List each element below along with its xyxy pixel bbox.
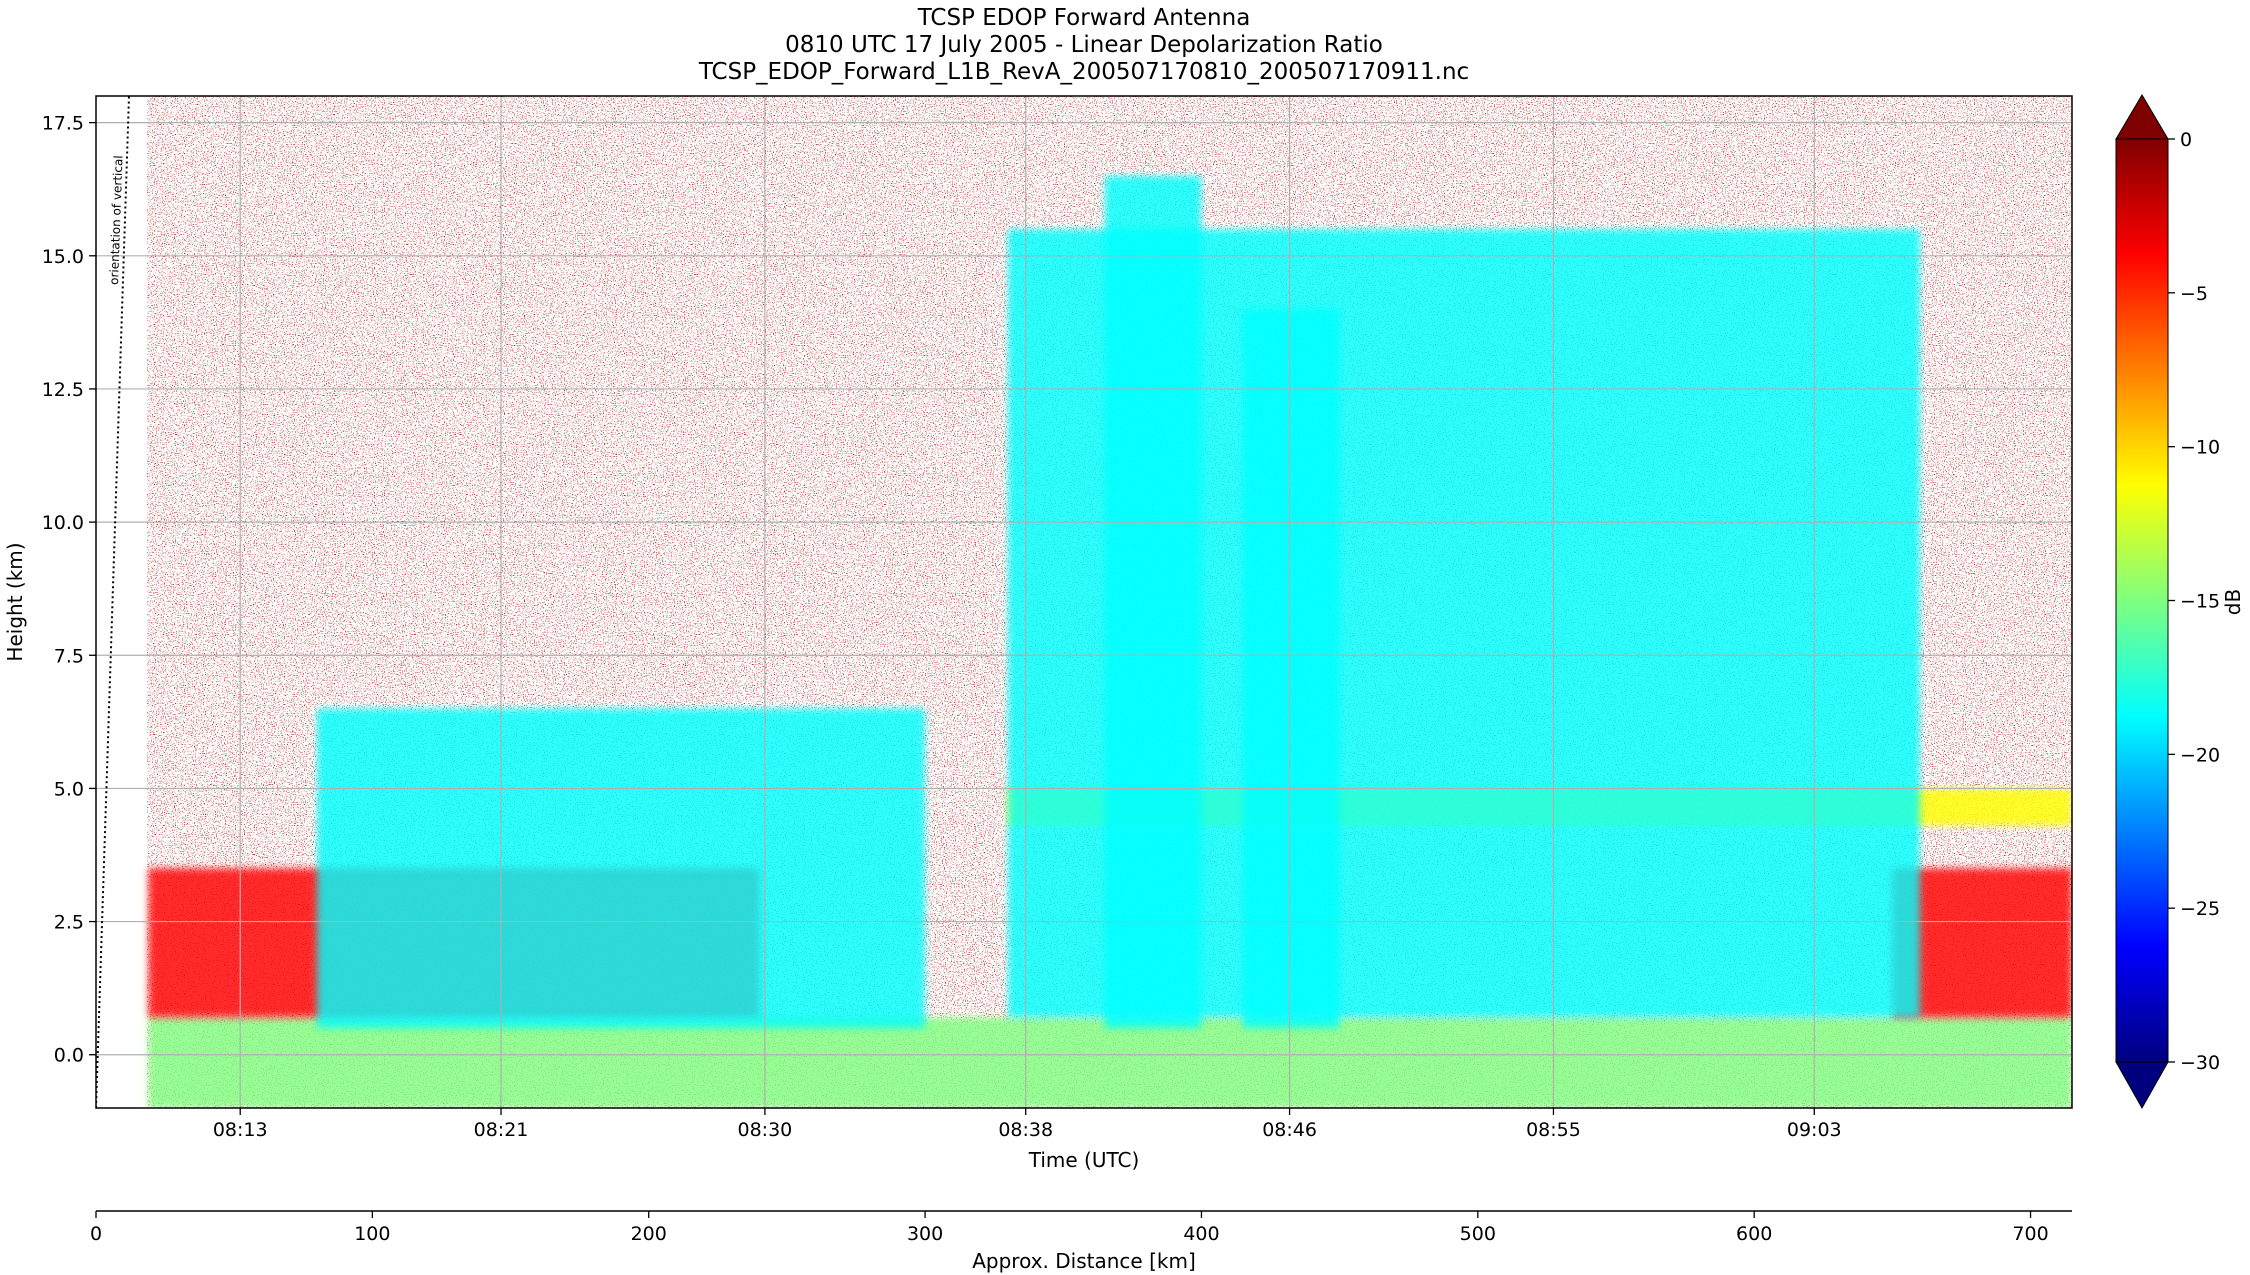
colorbar-label: dB [2221, 589, 2245, 615]
distance-axis-label: Approx. Distance [km] [972, 1249, 1196, 1273]
distance-tick-label: 100 [354, 1223, 390, 1245]
colorbar-tick-label: −10 [2180, 437, 2220, 459]
y-tick-label: 2.5 [54, 912, 84, 934]
colorbar-extend-min [2115, 1061, 2169, 1110]
orientation-of-vertical-line [96, 96, 130, 1108]
grid-lines [96, 96, 2072, 1108]
distance-tick-label: 400 [1183, 1223, 1219, 1245]
heatmap-area [96, 96, 2072, 1108]
x-tick-label: 08:38 [998, 1119, 1053, 1141]
x-axis-label: Time (UTC) [1028, 1148, 1140, 1172]
y-axis-ticks: 0.0 2.5 5.0 7.5 10.0 12.5 15.0 17.5 [42, 113, 96, 1067]
x-tick-label: 08:13 [213, 1119, 268, 1141]
distance-tick-label: 300 [907, 1223, 943, 1245]
x-tick-label: 08:30 [738, 1119, 793, 1141]
colorbar: 0 −5 −10 −15 −20 −25 −30 dB [2115, 94, 2245, 1110]
x-tick-label: 08:46 [1262, 1119, 1317, 1141]
chart-title: TCSP EDOP Forward Antenna 0810 UTC 17 Ju… [698, 5, 1469, 85]
colorbar-tick-label: −5 [2180, 283, 2208, 305]
y-axis-label: Height (km) [3, 542, 27, 661]
distance-tick-label: 0 [90, 1223, 102, 1245]
x-tick-label: 08:21 [474, 1119, 529, 1141]
colorbar-tick-label: −25 [2180, 898, 2220, 920]
x-tick-label: 08:55 [1526, 1119, 1581, 1141]
title-line-3: TCSP_EDOP_Forward_L1B_RevA_200507170810_… [698, 59, 1469, 85]
y-tick-label: 15.0 [42, 246, 84, 268]
echo-shallow-convection [317, 708, 926, 1029]
colorbar-extend-max [2115, 94, 2169, 140]
y-tick-label: 12.5 [42, 379, 84, 401]
colorbar-tick-label: −20 [2180, 744, 2220, 766]
radar-echo-features [148, 175, 2072, 1108]
colorbar-tick-label: −15 [2180, 591, 2220, 613]
plot-frame [95, 95, 2073, 1109]
title-line-1: TCSP EDOP Forward Antenna [917, 5, 1251, 31]
y-tick-label: 17.5 [42, 113, 84, 135]
x-tick-label: 09:03 [1787, 1119, 1842, 1141]
colorbar-tick-label: 0 [2180, 129, 2192, 151]
orientation-of-vertical-label: orientation of vertical [107, 155, 126, 285]
y-tick-label: 10.0 [42, 512, 84, 534]
distance-tick-label: 500 [1460, 1223, 1496, 1245]
echo-boundary-layer-clutter-right [1892, 868, 2072, 1018]
echo-surface-band [148, 1017, 2072, 1108]
colorbar-tick-label: −30 [2180, 1052, 2220, 1074]
distance-tick-label: 200 [631, 1223, 667, 1245]
colorbar-ticks: 0 −5 −10 −15 −20 −25 −30 [2168, 129, 2220, 1074]
colorbar-body [2116, 139, 2168, 1062]
y-tick-label: 5.0 [54, 778, 84, 800]
y-tick-label: 7.5 [54, 645, 84, 667]
distance-axis-ticks: 0 100 200 300 400 500 600 700 [90, 1211, 2049, 1245]
distance-tick-label: 700 [2012, 1223, 2048, 1245]
y-tick-label: 0.0 [54, 1045, 84, 1067]
x-axis-ticks: 08:13 08:21 08:30 08:38 08:46 08:55 09:03 [213, 1108, 1842, 1141]
title-line-2: 0810 UTC 17 July 2005 - Linear Depolariz… [785, 32, 1383, 58]
distance-tick-label: 600 [1736, 1223, 1772, 1245]
echo-stratiform-anvil [1008, 229, 1920, 1018]
